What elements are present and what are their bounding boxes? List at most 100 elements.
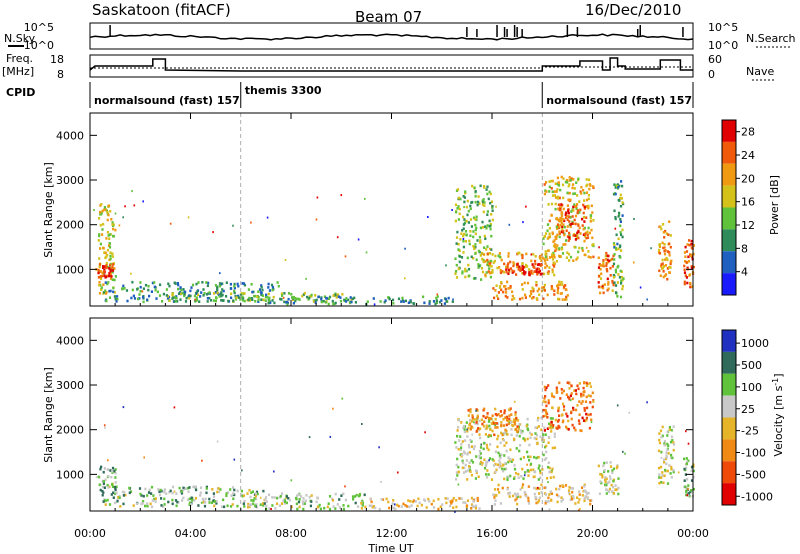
heatmap-cell: [622, 277, 625, 280]
heatmap-cell: [336, 503, 339, 506]
heatmap-cell: [573, 245, 576, 249]
heatmap-cell: [521, 272, 524, 275]
heatmap-cell: [561, 298, 564, 301]
heatmap-cell: [284, 500, 287, 503]
heatmap-cell: [484, 433, 487, 436]
heatmap-cell: [345, 300, 348, 303]
heatmap-cell: [201, 497, 204, 501]
heatmap-cell: [114, 481, 117, 484]
heatmap-cell: [334, 301, 337, 305]
heatmap-cell: [230, 292, 233, 296]
heatmap-cell: [582, 215, 586, 219]
heatmap-cell: [511, 423, 514, 427]
heatmap-cell: [566, 204, 569, 207]
heatmap-cell: [665, 451, 668, 455]
heatmap-cell: [666, 430, 669, 434]
heatmap-cell: [513, 492, 517, 496]
heatmap-cell: [494, 462, 497, 466]
colorbar-tick-label: 25: [741, 403, 755, 416]
heatmap-cell: [205, 281, 208, 284]
heatmap-cell: [250, 283, 253, 286]
heatmap-cell: [547, 436, 550, 439]
heatmap-cell: [690, 479, 694, 482]
heatmap-cell: [545, 181, 548, 184]
heatmap-cell: [354, 501, 357, 505]
heatmap-cell: [374, 506, 377, 510]
heatmap-cell: [672, 468, 675, 472]
heatmap-cell: [439, 505, 442, 508]
heatmap-cell: [660, 450, 663, 454]
heatmap-cell: [570, 177, 573, 180]
heatmap-cell: [669, 260, 672, 264]
heatmap-cell: [532, 475, 535, 479]
colorbar-frame: [721, 119, 737, 296]
heatmap-cell: [110, 218, 113, 221]
heatmap-cell: [554, 182, 557, 185]
heatmap-cell: [308, 295, 311, 298]
heatmap-cell: [621, 214, 624, 217]
heatmap-cell: [560, 292, 563, 295]
colorbar-swatch: [722, 229, 736, 252]
heatmap-cell: [550, 430, 553, 433]
heatmap-cell: [498, 465, 501, 469]
heatmap-cell: [505, 265, 508, 269]
heatmap-cell: [554, 243, 557, 246]
heatmap-cell: [470, 507, 473, 510]
heatmap-cell: [670, 465, 673, 469]
heatmap-cell: [620, 275, 624, 279]
heatmap-cell: [482, 210, 485, 214]
heatmap-cell: [148, 488, 151, 492]
heatmap-cell: [668, 271, 671, 274]
heatmap-cell: [218, 282, 222, 285]
heatmap-cell: [470, 445, 474, 448]
heatmap-cell: [177, 283, 180, 287]
heatmap-cell: [692, 265, 695, 269]
heatmap-cell: [528, 431, 532, 435]
heatmap-cell: [580, 394, 583, 398]
heatmap-cell: [670, 467, 673, 471]
heatmap-cell: [247, 505, 250, 509]
heatmap-cell: [199, 295, 202, 298]
power-colorbar-label: Power [dB]: [768, 175, 781, 235]
heatmap-cell: [586, 492, 589, 496]
heatmap-cell: [101, 485, 105, 489]
heatmap-cell: [216, 440, 219, 443]
heatmap-cell: [494, 417, 497, 421]
power-panel-frame: [89, 112, 694, 307]
heatmap-cell: [101, 271, 104, 275]
heatmap-cell: [344, 255, 347, 258]
heatmap-cell: [474, 277, 477, 280]
heatmap-cell: [158, 294, 162, 297]
heatmap-cell: [515, 434, 518, 437]
heatmap-cell: [578, 422, 581, 425]
heatmap-cell: [510, 460, 513, 463]
heatmap-cell: [583, 390, 586, 393]
heatmap-cell: [571, 222, 574, 225]
heatmap-cell: [461, 459, 464, 463]
heatmap-cell: [558, 230, 561, 233]
heatmap-cell: [660, 456, 663, 459]
heatmap-cell: [567, 209, 570, 212]
heatmap-cell: [236, 294, 240, 298]
heatmap-cell: [343, 298, 346, 302]
heatmap-cell: [560, 221, 563, 225]
heatmap-cell: [604, 476, 607, 479]
heatmap-cell: [544, 266, 547, 269]
heatmap-cell: [114, 492, 117, 496]
heatmap-cell: [667, 233, 670, 236]
heatmap-cell: [589, 214, 593, 217]
heatmap-cell: [587, 491, 590, 495]
heatmap-cell: [233, 488, 236, 492]
heatmap-cell: [544, 255, 547, 259]
heatmap-cell: [171, 498, 174, 502]
heatmap-cell: [314, 299, 317, 302]
heatmap-cell: [563, 233, 566, 237]
heatmap-cell: [457, 267, 460, 271]
heatmap-cell: [557, 283, 560, 287]
heatmap-cell: [99, 275, 103, 278]
heatmap-cell: [486, 185, 489, 189]
heatmap-cell: [456, 429, 459, 432]
heatmap-cell: [502, 439, 505, 442]
heatmap-cell: [583, 409, 586, 412]
heatmap-cell: [298, 505, 301, 509]
